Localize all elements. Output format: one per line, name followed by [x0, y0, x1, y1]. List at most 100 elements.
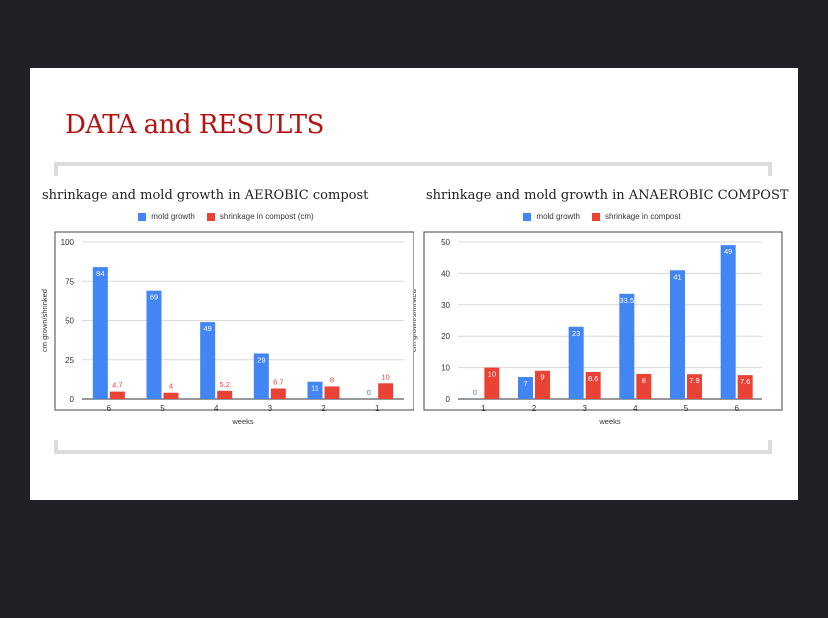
x-axis-title: weeks	[231, 417, 254, 426]
y-axis-title: cm grown/shrinked	[414, 289, 418, 352]
bar-mold-growth	[146, 290, 162, 399]
data-label: 7	[523, 379, 527, 388]
x-tick-label: 3	[268, 404, 273, 413]
y-tick-label: 50	[65, 317, 74, 326]
x-tick-label: 3	[582, 404, 587, 413]
data-label: 11	[311, 384, 319, 393]
data-label: 84	[96, 269, 104, 278]
data-label: 8	[330, 375, 334, 384]
bar-mold-growth	[619, 293, 635, 399]
legend-swatch-mold	[523, 212, 532, 221]
anaerobic-chart: shrinkage and mold growth in ANAEROBIC C…	[414, 176, 790, 430]
bar-mold-growth	[200, 322, 216, 399]
legend-item-shrink: shrinkage in compost	[591, 212, 681, 221]
y-tick-label: 10	[441, 364, 450, 373]
x-tick-label: 2	[532, 404, 537, 413]
x-axis-title: weeks	[598, 417, 621, 426]
data-label: 8.6	[588, 374, 598, 383]
data-label: 7.6	[740, 377, 750, 386]
bar-shrinkage	[270, 388, 286, 399]
bar-mold-growth	[92, 267, 108, 399]
y-tick-label: 75	[65, 277, 74, 286]
anaerobic-chart-svg: 0102030405010102793238.6433.585417.96497…	[414, 231, 783, 426]
legend-item-mold: mold growth	[523, 212, 580, 221]
chart-title: shrinkage and mold growth in ANAEROBIC C…	[426, 188, 789, 203]
data-label: 4	[169, 382, 173, 391]
data-label: 5.2	[219, 380, 229, 389]
bar-shrinkage	[217, 390, 233, 399]
data-label: 0	[367, 388, 371, 397]
bar-mold-growth	[253, 353, 269, 399]
data-label: 9	[540, 373, 544, 382]
chart-title: shrinkage and mold growth in AEROBIC com…	[42, 188, 369, 203]
chart-frame	[423, 231, 783, 411]
data-label: 49	[724, 247, 732, 256]
slide-title: DATA and RESULTS	[65, 110, 324, 140]
x-tick-label: 2	[321, 404, 326, 413]
y-tick-label: 20	[441, 332, 450, 341]
bar-mold-growth	[720, 245, 736, 399]
legend-swatch-mold	[138, 212, 147, 221]
y-tick-label: 50	[441, 238, 450, 247]
data-label: 10	[488, 370, 496, 379]
x-tick-label: 5	[684, 404, 689, 413]
bar-shrinkage	[636, 373, 652, 399]
bar-mold-growth	[307, 381, 323, 399]
bar-shrinkage	[378, 383, 394, 399]
image-frame-bottom	[54, 440, 772, 454]
legend-label: shrinkage in compost (cm)	[219, 212, 314, 221]
y-tick-label: 0	[70, 395, 75, 404]
x-tick-label: 6	[107, 404, 112, 413]
chart-legend: mold growth shrinkage in compost	[414, 212, 790, 221]
y-tick-label: 25	[65, 356, 74, 365]
data-label: 0	[473, 388, 477, 397]
bar-shrinkage	[109, 391, 125, 399]
data-label: 49	[203, 324, 211, 333]
y-tick-label: 30	[441, 301, 450, 310]
bar-shrinkage	[484, 367, 500, 399]
x-tick-label: 6	[734, 404, 739, 413]
bar-shrinkage	[585, 371, 601, 399]
legend-swatch-shrink	[206, 212, 215, 221]
bar-shrinkage	[687, 374, 702, 399]
chart-legend: mold growth shrinkage in compost (cm)	[38, 212, 414, 221]
image-frame-top	[54, 162, 772, 176]
x-tick-label: 5	[160, 404, 165, 413]
x-tick-label: 1	[481, 404, 486, 413]
data-label: 10	[381, 372, 389, 381]
x-tick-label: 4	[214, 404, 219, 413]
slide: DATA and RESULTS shrinkage and mold grow…	[30, 68, 798, 500]
chart-frame	[54, 231, 414, 411]
data-label: 29	[257, 355, 265, 364]
legend-item-shrink: shrinkage in compost (cm)	[206, 212, 314, 221]
bar-shrinkage	[737, 375, 753, 399]
y-tick-label: 0	[446, 395, 451, 404]
legend-swatch-shrink	[591, 212, 600, 221]
bar-mold-growth	[568, 326, 584, 399]
data-label: 23	[572, 329, 580, 338]
y-tick-label: 40	[441, 269, 450, 278]
data-label: 4.7	[112, 381, 122, 390]
data-label: 8	[642, 376, 646, 385]
data-label: 69	[150, 293, 158, 302]
data-label: 41	[673, 272, 681, 281]
aerobic-chart-svg: 02550751006844.756944495.23296.721181010…	[40, 231, 414, 426]
x-tick-label: 4	[633, 404, 638, 413]
legend-label: mold growth	[536, 212, 580, 221]
bar-mold-growth	[670, 270, 685, 399]
bar-shrinkage	[163, 392, 179, 399]
bar-shrinkage	[535, 370, 550, 399]
charts-image: shrinkage and mold growth in AEROBIC com…	[38, 176, 790, 430]
data-label: 33.5	[620, 296, 635, 305]
legend-label: mold growth	[151, 212, 195, 221]
bar-mold-growth	[518, 377, 533, 399]
data-label: 6.7	[273, 377, 283, 386]
data-label: 7.9	[689, 376, 699, 385]
x-tick-label: 1	[375, 404, 380, 413]
y-axis-title: cm grown/shrinked	[40, 289, 49, 352]
y-tick-label: 100	[61, 238, 75, 247]
aerobic-chart: shrinkage and mold growth in AEROBIC com…	[38, 176, 414, 430]
legend-label: shrinkage in compost	[604, 212, 681, 221]
bar-shrinkage	[324, 386, 340, 399]
legend-item-mold: mold growth	[138, 212, 195, 221]
